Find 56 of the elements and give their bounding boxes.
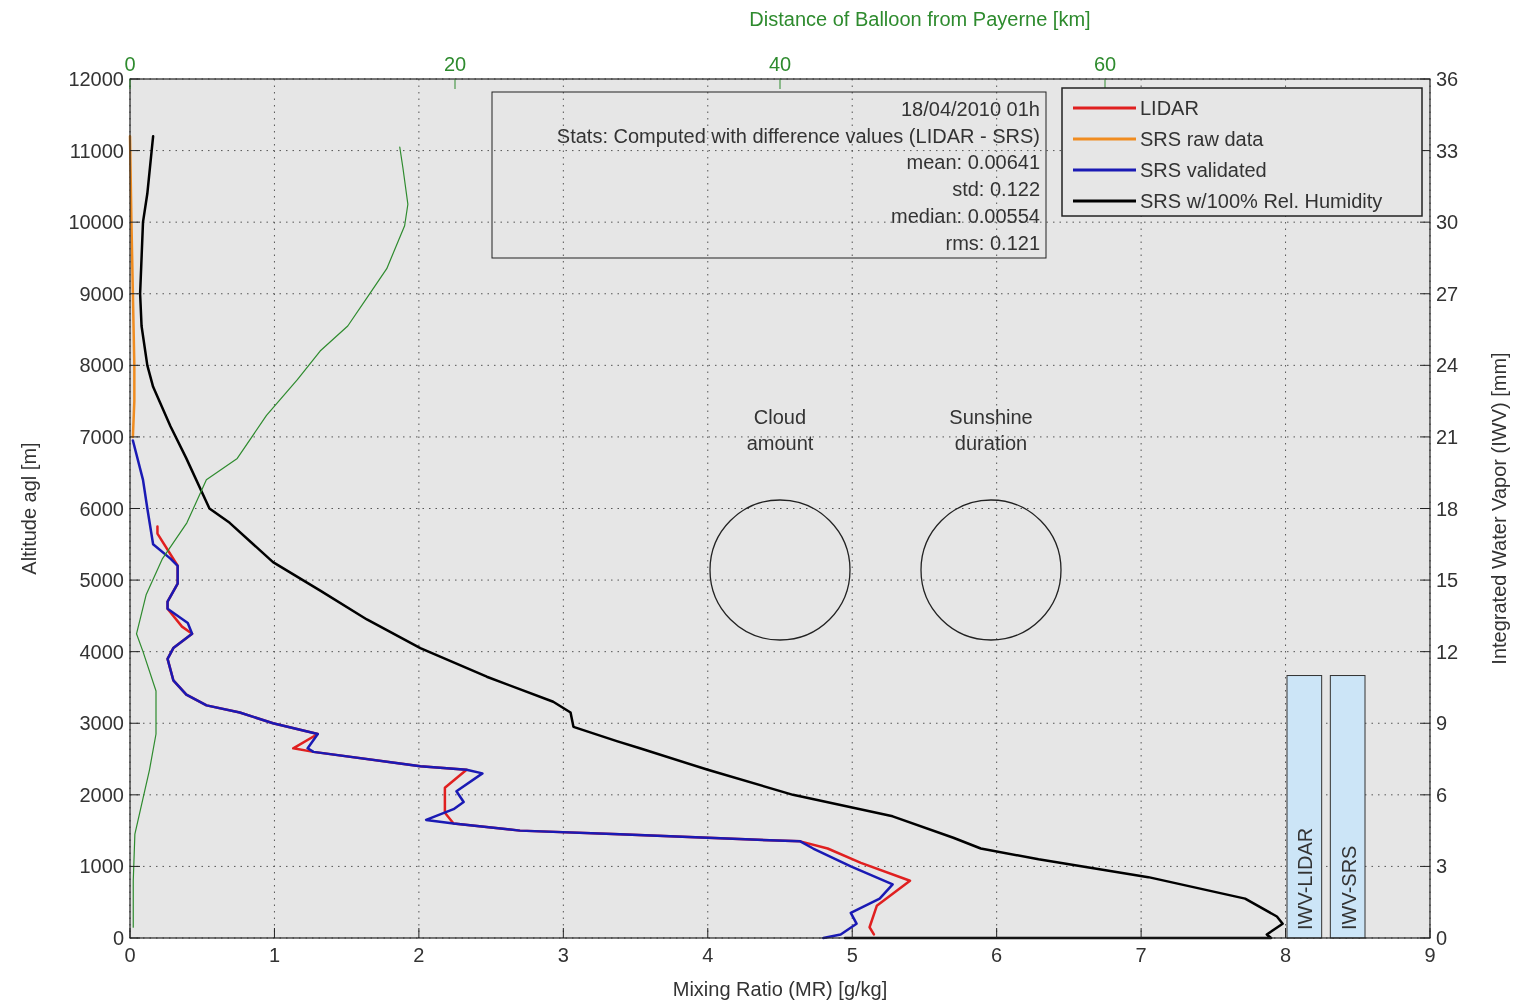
annotation: rms: 0.121 [945,231,1040,254]
x-tick-label: 5 [846,944,858,966]
annotation: 18/04/2010 01h [900,98,1040,120]
y2-tick-label: 36 [1436,68,1459,90]
y2-tick-label: 15 [1436,569,1459,592]
x2-tick-label: 40 [768,53,792,75]
y-tick-label: 4000 [79,640,124,663]
legend-label: SRS validated [1140,159,1267,181]
y-tick-label: 9000 [79,282,124,305]
x-tick-label: 7 [1135,944,1147,966]
annotation: Stats: Computed with difference values (LIDAR - SRS) [556,124,1040,147]
y2-tick-label: 18 [1436,497,1459,520]
y2-tick-label: 27 [1436,282,1459,305]
y-tick-label: 1000 [79,855,124,878]
y-axis-title: Altitude agl [m] [18,442,40,575]
y-tick-label: 10000 [68,211,124,234]
x-tick-label: 1 [268,944,281,966]
legend-label: LIDAR [1140,97,1199,119]
y2-tick-label: 9 [1436,712,1448,735]
x2-axis-title: Distance of Balloon from Payerne [km] [749,8,1091,30]
y2-tick-label: 0 [1436,927,1448,949]
x-tick-label: 6 [991,944,1003,966]
y-tick-label: 8000 [79,354,124,377]
series-label: IWV-LIDAR [1294,827,1317,930]
x-tick-label: 8 [1279,944,1292,966]
annotation: std: 0.122 [952,178,1040,201]
x-tick-label: 4 [702,944,714,966]
y-tick-label: 3000 [79,712,124,735]
legend-label: SRS w/100% Rel. Humidity [1140,190,1383,212]
legend-label: SRS raw data [1140,128,1265,150]
annotation: Sunshine duration [949,406,1033,454]
y-tick-label: 0 [112,927,124,949]
x-tick-label: 9 [1424,944,1436,966]
x2-tick-label: 60 [1093,53,1117,75]
y-tick-label: 5000 [79,569,124,592]
y-tick-label: 12000 [68,68,124,90]
x-tick-label: 2 [413,944,425,966]
y2-tick-label: 12 [1436,640,1459,663]
y2-tick-label: 3 [1436,855,1448,878]
y-tick-label: 7000 [79,425,124,448]
y2-tick-label: 30 [1436,211,1459,234]
series-label: IWV-SRS [1337,845,1360,930]
y-tick-label: 6000 [79,497,124,520]
x-tick-label: 3 [557,944,569,966]
y-tick-label: 11000 [69,139,124,162]
y2-tick-label: 33 [1436,139,1459,162]
y2-tick-label: 21 [1436,425,1459,448]
x-axis-title: Mixing Ratio (MR) [g/kg] [672,978,888,1000]
x2-tick-label: 20 [443,53,467,75]
annotation: mean: 0.00641 [906,151,1040,174]
y2-axis-title: Integrated Water Vapor (IWV) [mm] [1488,352,1510,665]
annotation: median: 0.00554 [890,204,1040,227]
annotation: Cloud amount [746,406,814,454]
y2-tick-label: 24 [1436,354,1459,377]
y-tick-label: 2000 [79,783,124,806]
y2-tick-label: 6 [1436,783,1448,806]
